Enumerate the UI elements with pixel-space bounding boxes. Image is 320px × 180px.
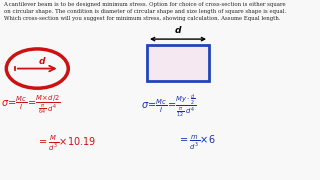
Text: $=\frac{M}{d^3}\!\times\!10.19$: $=\frac{M}{d^3}\!\times\!10.19$	[37, 134, 97, 153]
Text: $=\frac{m}{d^3}\!\times\!6$: $=\frac{m}{d^3}\!\times\!6$	[178, 134, 216, 152]
Text: $\sigma\!=\!\frac{Mc}{I}\!=\!\frac{My\cdot\frac{d}{2}}{\frac{\pi}{12}\ d^4}$: $\sigma\!=\!\frac{Mc}{I}\!=\!\frac{My\cd…	[141, 93, 197, 120]
Text: d: d	[175, 26, 181, 35]
Text: d: d	[39, 57, 45, 66]
Text: $\sigma\!=\!\frac{Mc}{I}\!=\!\frac{M\!\times\! d/2}{\frac{\pi}{64}\ d^4}$: $\sigma\!=\!\frac{Mc}{I}\!=\!\frac{M\!\t…	[1, 93, 60, 116]
Bar	[147, 45, 209, 81]
Text: A cantilever beam is to be designed minimum stress. Option for choice of cross-s: A cantilever beam is to be designed mini…	[4, 3, 286, 21]
